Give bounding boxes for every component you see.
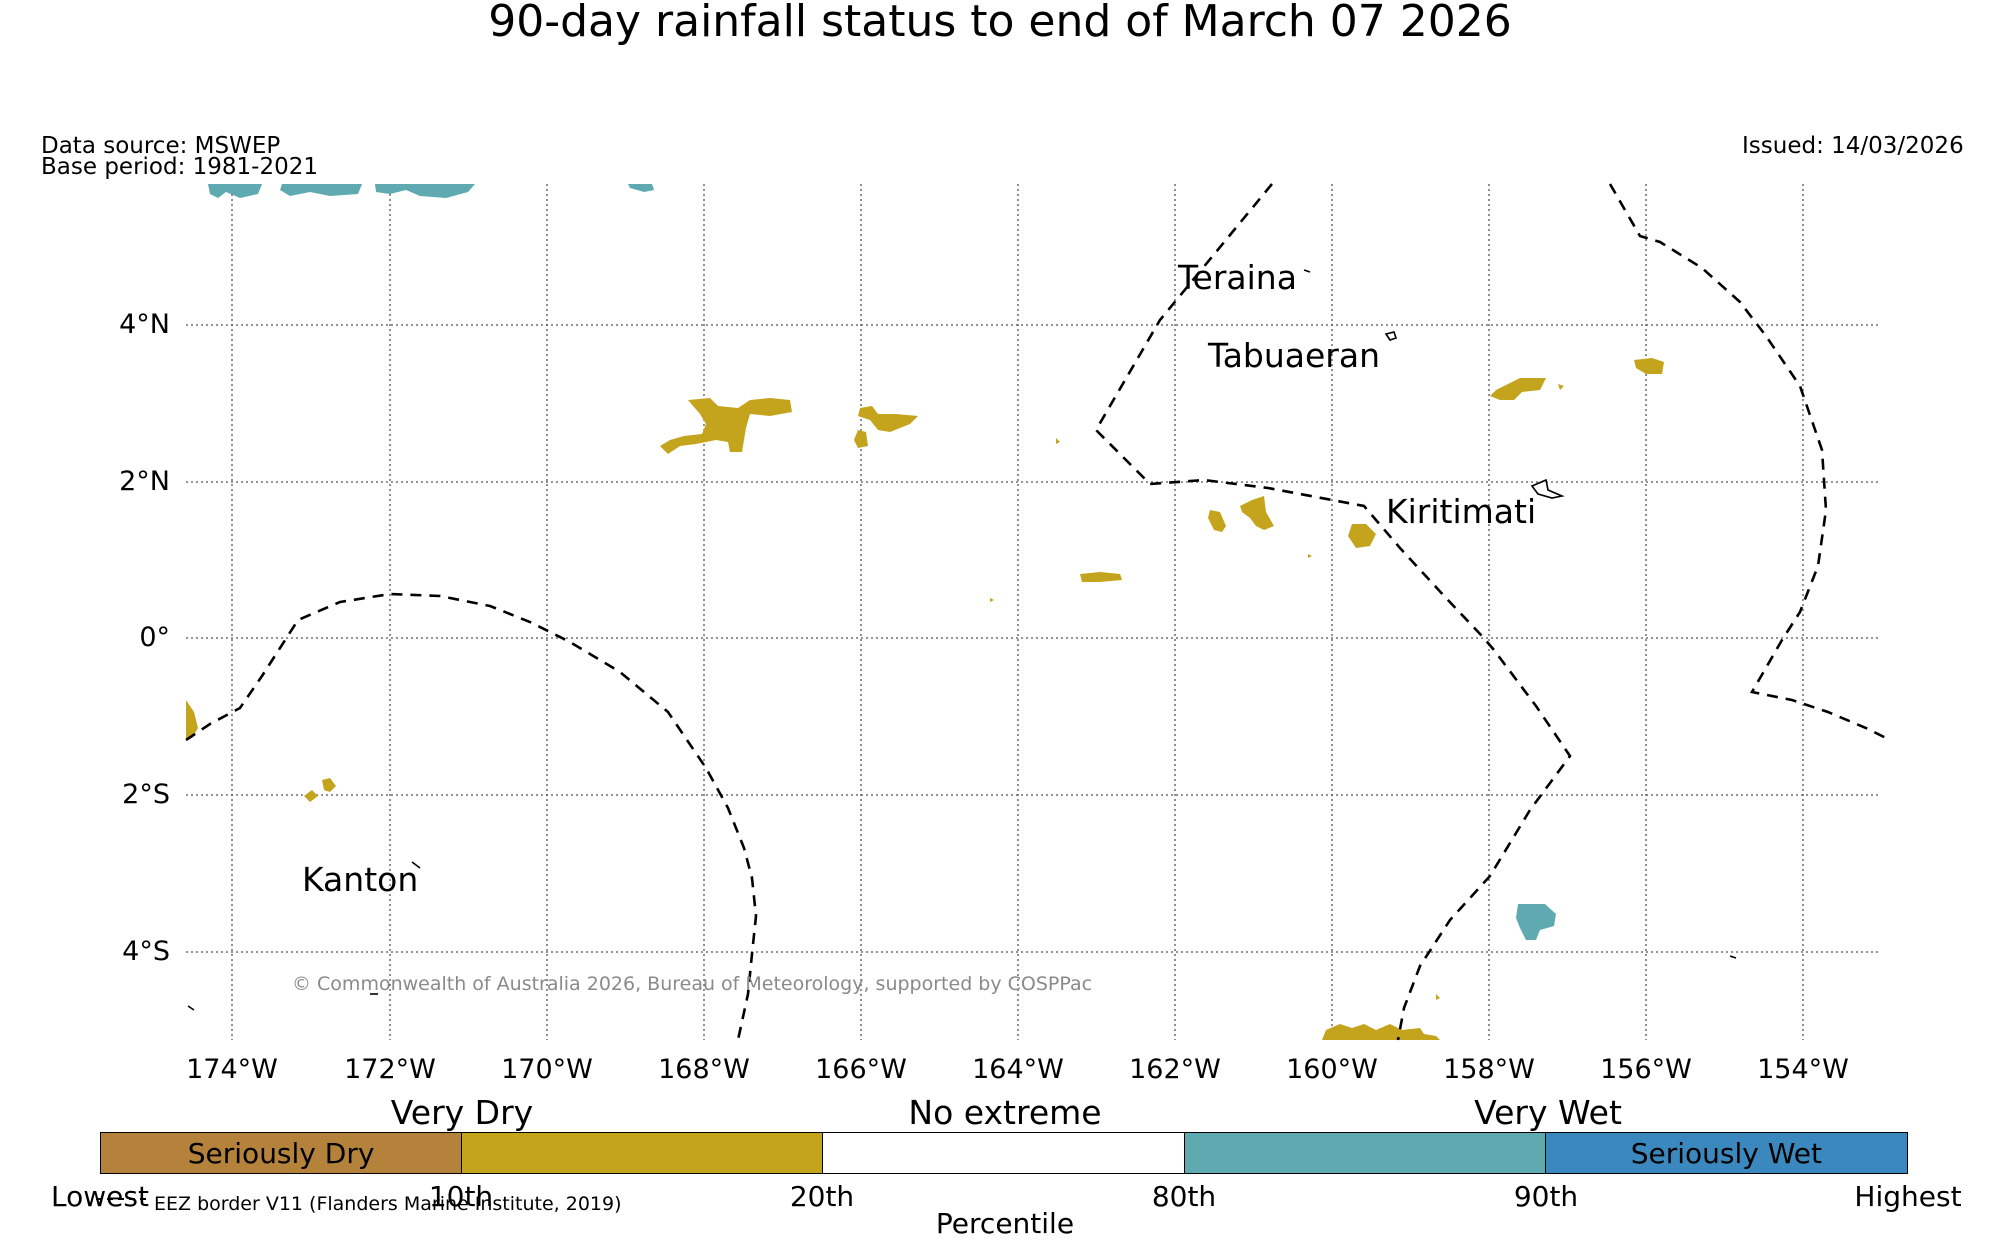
legend-tick-80th: 80th bbox=[1151, 1180, 1217, 1213]
legend-tick-20th: 20th bbox=[789, 1180, 855, 1213]
dry-patch-3 bbox=[854, 430, 868, 448]
lon-label-166w: 166°W bbox=[815, 1054, 907, 1085]
dry-patch-10 bbox=[1348, 524, 1376, 548]
lon-label-158w: 158°W bbox=[1443, 1054, 1535, 1085]
eez-legend-note: EEZ border V11 (Flanders Marine Institut… bbox=[154, 1193, 622, 1215]
base-period: Base period: 1981-2021 bbox=[41, 154, 319, 180]
dry-patch-13 bbox=[1634, 358, 1664, 374]
dry-patch-5 bbox=[1080, 572, 1122, 582]
legend-group-very-wet: Very Wet bbox=[1474, 1093, 1622, 1132]
very-dry-areas bbox=[186, 358, 1664, 1040]
place-label-teraina: Teraina bbox=[1178, 258, 1297, 297]
teraina-island-outline bbox=[1303, 269, 1311, 273]
eez-line-line-islands-west bbox=[1094, 183, 1572, 1041]
legend-seg-very-dry bbox=[462, 1133, 824, 1173]
islet-sw bbox=[187, 1005, 195, 1011]
legend-seg-seriously-wet: Seriously Wet bbox=[1545, 1133, 1907, 1173]
data-source: Data source: MSWEP bbox=[41, 133, 281, 159]
dry-patch-7 bbox=[1208, 510, 1226, 532]
lat-label-2n: 2°N bbox=[119, 466, 170, 497]
eez-legend-swatch bbox=[96, 1198, 146, 1200]
eez-line-line-islands-east bbox=[1608, 183, 1891, 742]
lon-label-156w: 156°W bbox=[1600, 1054, 1692, 1085]
dry-patch-12 bbox=[1558, 384, 1564, 390]
dry-patch-6 bbox=[990, 598, 994, 602]
map-grid bbox=[186, 184, 1880, 1040]
legend-axis-label: Percentile bbox=[935, 1207, 1075, 1240]
lat-label-2s: 2°S bbox=[122, 779, 170, 810]
wet-patch-south bbox=[1516, 904, 1556, 940]
eez-borders bbox=[185, 183, 1891, 1041]
lat-label-0: 0° bbox=[139, 622, 170, 653]
legend-tick-lowest: Lowest bbox=[51, 1180, 149, 1213]
legend-colorbar: Seriously Dry Seriously Wet bbox=[100, 1132, 1908, 1174]
lon-label-160w: 160°W bbox=[1286, 1054, 1378, 1085]
kiritimati-island-outline bbox=[1530, 478, 1565, 499]
dry-patch-2 bbox=[858, 406, 918, 432]
place-label-kiritimati: Kiritimati bbox=[1386, 492, 1537, 531]
dry-patch-17 bbox=[1322, 1024, 1440, 1040]
wet-patch-north-2 bbox=[280, 184, 362, 196]
wet-patch-north-1 bbox=[208, 184, 262, 198]
legend-seg-very-wet bbox=[1184, 1133, 1546, 1173]
legend-seg-no-extreme bbox=[823, 1133, 1185, 1173]
dry-patch-11 bbox=[1490, 378, 1546, 400]
place-label-kanton: Kanton bbox=[302, 860, 419, 899]
lon-label-174w: 174°W bbox=[186, 1054, 278, 1085]
legend-group-no-extreme: No extreme bbox=[908, 1093, 1102, 1132]
dry-patch-1 bbox=[660, 398, 792, 454]
dry-patch-16 bbox=[322, 778, 336, 792]
dry-patch-15 bbox=[304, 790, 318, 802]
kanton-island-outline bbox=[411, 861, 421, 869]
lat-label-4n: 4°N bbox=[119, 309, 170, 340]
lon-label-164w: 164°W bbox=[972, 1054, 1064, 1085]
lat-label-4s: 4°S bbox=[122, 936, 170, 967]
eez-line-phoenix bbox=[185, 592, 758, 1041]
dry-patch-14 bbox=[186, 700, 198, 740]
copyright-notice: © Commonwealth of Australia 2026, Bureau… bbox=[292, 973, 1093, 995]
legend-tick-10th: 10th bbox=[428, 1180, 494, 1213]
map-title: 90-day rainfall status to end of March 0… bbox=[488, 0, 1512, 47]
legend-seg-seriously-dry: Seriously Dry bbox=[101, 1133, 463, 1173]
legend-group-very-dry: Very Dry bbox=[390, 1093, 534, 1132]
very-wet-areas bbox=[208, 184, 1556, 940]
legend-tick-90th: 90th bbox=[1513, 1180, 1579, 1213]
place-label-tabuaeran: Tabuaeran bbox=[1208, 336, 1381, 375]
legend-tick-highest: Highest bbox=[1854, 1180, 1962, 1213]
dry-patch-8 bbox=[1240, 496, 1274, 530]
dry-patch-9 bbox=[1308, 554, 1312, 558]
lon-label-172w: 172°W bbox=[344, 1054, 436, 1085]
issued-date: Issued: 14/03/2026 bbox=[1742, 133, 1964, 159]
dry-patch-18 bbox=[1436, 994, 1440, 1000]
wet-patch-north-3 bbox=[375, 184, 475, 198]
lon-label-170w: 170°W bbox=[501, 1054, 593, 1085]
islet-se bbox=[1729, 955, 1737, 959]
lon-label-162w: 162°W bbox=[1129, 1054, 1221, 1085]
lon-label-168w: 168°W bbox=[658, 1054, 750, 1085]
dry-patch-4 bbox=[1056, 438, 1060, 444]
wet-patch-north-4 bbox=[628, 184, 654, 192]
lon-label-154w: 154°W bbox=[1757, 1054, 1849, 1085]
tabuaeran-island-outline bbox=[1384, 331, 1398, 341]
island-outlines bbox=[187, 269, 1737, 1011]
